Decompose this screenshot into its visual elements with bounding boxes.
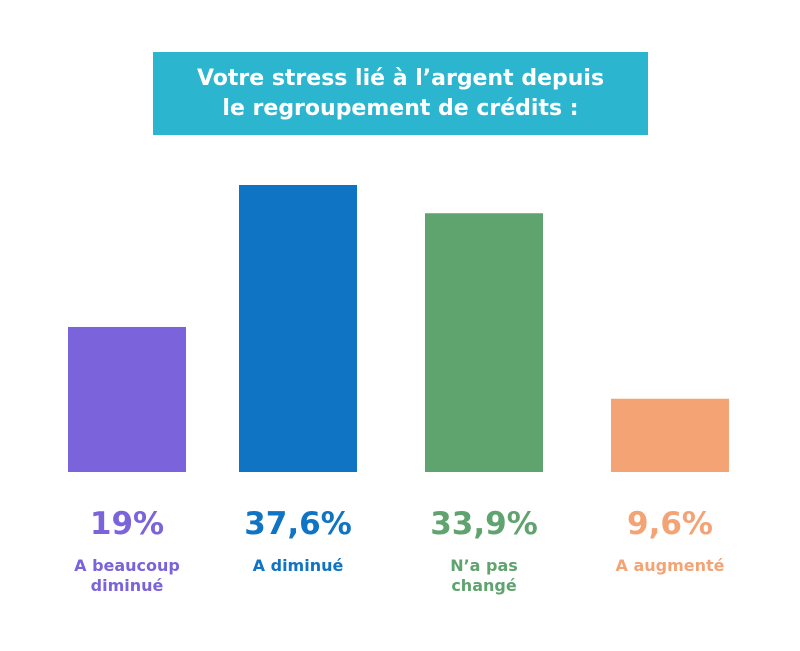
value-label-augmente: 9,6% <box>627 506 713 542</box>
bar-augmente <box>611 398 729 472</box>
chart-title: Votre stress lié à l’argent depuis le re… <box>196 65 605 121</box>
chart-title-box: Votre stress lié à l’argent depuis le re… <box>153 52 648 135</box>
bar-diminue <box>239 185 357 472</box>
bar-beaucoup-diminue <box>68 326 186 472</box>
bar-pas-change <box>425 213 543 473</box>
value-label-diminue: 37,6% <box>244 506 352 542</box>
value-label-pas-change: 33,9% <box>430 506 538 542</box>
category-label-pas-change: N’a pas changé <box>450 556 518 595</box>
category-label-augmente: A augmenté <box>615 556 725 575</box>
category-label-beaucoup-diminue: A beaucoup diminué <box>74 556 180 595</box>
value-label-beaucoup-diminue: 19% <box>89 506 165 542</box>
category-label-diminue: A diminué <box>252 556 344 575</box>
